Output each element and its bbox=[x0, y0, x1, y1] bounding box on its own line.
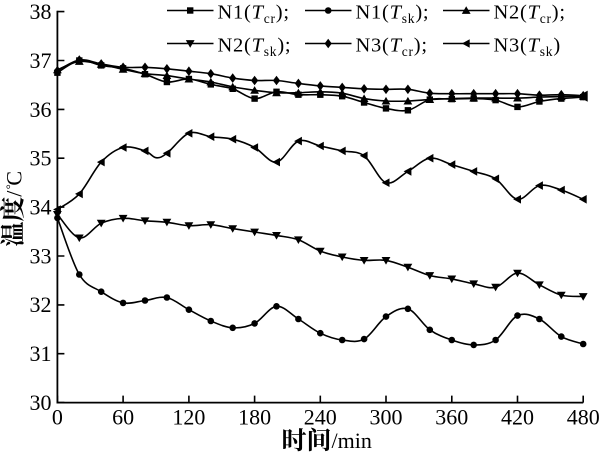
svg-text:120: 120 bbox=[172, 405, 205, 430]
svg-text:240: 240 bbox=[304, 405, 337, 430]
svg-text:30: 30 bbox=[30, 390, 52, 415]
svg-text:37: 37 bbox=[30, 48, 52, 73]
svg-text:420: 420 bbox=[501, 405, 534, 430]
svg-text:180: 180 bbox=[238, 405, 271, 430]
svg-text:60: 60 bbox=[112, 405, 134, 430]
svg-text:36: 36 bbox=[30, 97, 52, 122]
svg-text:N2(Tsk);: N2(Tsk); bbox=[218, 35, 292, 60]
svg-text:32: 32 bbox=[30, 292, 52, 317]
svg-text:/min: /min bbox=[332, 428, 372, 453]
svg-text:300: 300 bbox=[370, 405, 403, 430]
svg-text:/°C: /°C bbox=[2, 171, 27, 197]
svg-text:35: 35 bbox=[30, 146, 52, 171]
svg-text:N1(Tcr);: N1(Tcr); bbox=[218, 2, 290, 27]
svg-text:N2(Tcr);: N2(Tcr); bbox=[494, 2, 566, 27]
svg-text:33: 33 bbox=[30, 243, 52, 268]
svg-text:480: 480 bbox=[567, 405, 600, 430]
svg-text:360: 360 bbox=[435, 405, 468, 430]
svg-text:N3(Tsk): N3(Tsk) bbox=[494, 35, 561, 60]
svg-text:31: 31 bbox=[30, 341, 52, 366]
svg-text:34: 34 bbox=[30, 195, 52, 220]
svg-text:N3(Tcr);: N3(Tcr); bbox=[356, 35, 428, 60]
svg-text:N1(Tsk);: N1(Tsk); bbox=[356, 2, 430, 27]
svg-text:0: 0 bbox=[52, 405, 63, 430]
svg-text:38: 38 bbox=[30, 0, 52, 24]
